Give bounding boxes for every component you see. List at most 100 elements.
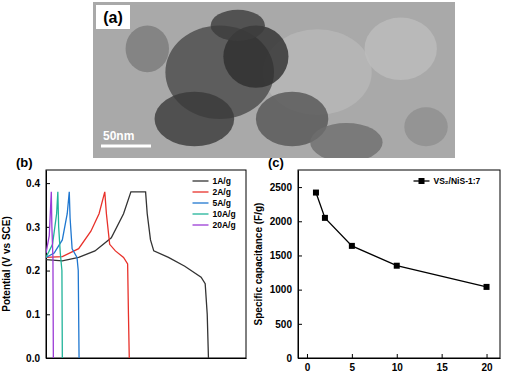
- tick-mark: [298, 290, 302, 291]
- plot-frame: [298, 170, 500, 358]
- tick-label: 0.1: [26, 309, 40, 320]
- legend-label: 20A/g: [213, 220, 236, 230]
- y-axis: 0.0 0.1 0.2 0.3 0.4: [26, 171, 50, 364]
- tick-label: 20: [481, 362, 493, 373]
- axis-line: [47, 358, 247, 359]
- x-axis: 0 5 10 15 20: [299, 354, 501, 373]
- panel: 0 500 1000 1500 2000 2500 0 5 10 15 20 Specific cap…: [253, 155, 501, 373]
- tick: 0.1: [26, 309, 50, 320]
- tick-label: 15: [437, 362, 449, 373]
- legend-swatch: [193, 224, 209, 225]
- legend: 1A/g2A/g5A/g10A/g20A/g: [193, 176, 236, 230]
- scale-bar-label: 50nm: [103, 129, 134, 143]
- series-line: [46, 192, 208, 358]
- legend-swatch: [193, 202, 209, 203]
- tick-label: 0.2: [26, 265, 40, 276]
- legend-label: VS₂/NiS-1:7: [434, 176, 481, 186]
- tick: 500: [275, 319, 302, 330]
- tick: 15: [437, 354, 449, 373]
- series-line: [316, 193, 487, 287]
- tick-label: 0: [286, 353, 292, 364]
- tick: 0.3: [26, 222, 50, 233]
- legend-marker: [419, 178, 425, 184]
- tick: 20: [481, 354, 493, 373]
- legend-label: 5A/g: [213, 198, 231, 208]
- data-point: [313, 190, 319, 196]
- y-axis-title: Potential (V vs SCE): [1, 216, 12, 312]
- image-texture: [211, 10, 265, 41]
- legend: VS₂/NiS-1:7: [414, 176, 481, 186]
- image-texture: [404, 107, 447, 146]
- legend-label: 10A/g: [213, 209, 236, 219]
- axis-line: [299, 358, 501, 359]
- tick-label: 0.0: [26, 353, 40, 364]
- plot-frame: [46, 170, 246, 358]
- plot-area: [46, 192, 208, 358]
- tick: 0: [305, 354, 311, 373]
- legend-label: 2A/g: [213, 187, 231, 197]
- tick: 2000: [270, 216, 302, 227]
- legend-swatch: [193, 213, 209, 214]
- data-point: [349, 243, 355, 249]
- tick-label: 0.4: [26, 178, 40, 189]
- y-axis: 0 500 1000 1500 2000 2500: [270, 171, 302, 364]
- tick-mark: [352, 354, 353, 358]
- tick: 0.2: [26, 265, 50, 276]
- tick: 2500: [270, 182, 302, 193]
- image-texture: [126, 25, 169, 72]
- tick-mark: [46, 314, 50, 315]
- data-point: [322, 215, 328, 221]
- tick-mark: [46, 183, 50, 184]
- panel: 0.0 0.1 0.2 0.3 0.4 Potential (V vs SCE) (b) 1A…: [1, 155, 247, 364]
- tick: 1500: [270, 250, 302, 261]
- tick: 5: [350, 354, 356, 373]
- data-point: [484, 284, 490, 290]
- series-line: [46, 192, 129, 358]
- legend-swatch: [193, 191, 209, 192]
- series-line: [46, 192, 53, 358]
- legend-label: 1A/g: [213, 176, 231, 186]
- tick: 0.4: [26, 178, 50, 189]
- tem-image: (a) 50nm: [93, 2, 455, 162]
- panel-label: (a): [103, 9, 123, 26]
- image-background: [93, 2, 455, 158]
- image-texture: [155, 92, 235, 147]
- y-axis-title: Specific capacitance (F/g): [253, 203, 264, 326]
- scale-bar: [101, 145, 151, 148]
- tick-mark: [442, 354, 443, 358]
- x-axis: [47, 358, 247, 359]
- series-line: [46, 192, 62, 358]
- tick-label: 0: [305, 362, 311, 373]
- tick-label: 1500: [270, 250, 293, 261]
- figure: (a) 50nm 0.0 0.1 0.2 0.3 0.4 Potential (V vs SC…: [0, 0, 506, 381]
- tick-label: 0.3: [26, 222, 40, 233]
- tick-mark: [46, 271, 50, 272]
- tick-label: 10: [392, 362, 404, 373]
- tick: 1000: [270, 284, 302, 295]
- tick-mark: [298, 324, 302, 325]
- tick-mark: [307, 354, 308, 358]
- tick-mark: [397, 354, 398, 358]
- plot-area: [313, 190, 490, 290]
- panel-label: (b): [16, 155, 33, 170]
- image-texture: [310, 123, 382, 158]
- tick-mark: [487, 354, 488, 358]
- series-line: [46, 192, 79, 358]
- data-point: [394, 263, 400, 269]
- axis-line: [46, 171, 47, 359]
- tick-label: 2000: [270, 216, 293, 227]
- tick-mark: [298, 255, 302, 256]
- tick-label: 2500: [270, 182, 293, 193]
- tick-label: 1000: [270, 284, 293, 295]
- tick-label: 500: [275, 319, 292, 330]
- tick-mark: [298, 221, 302, 222]
- tick: 0.0: [26, 353, 50, 364]
- panel-label: (c): [268, 155, 284, 170]
- tick: 10: [392, 354, 404, 373]
- image-texture: [365, 18, 437, 80]
- tick-mark: [298, 187, 302, 188]
- axis-line: [298, 171, 299, 359]
- panel-label-box: [96, 5, 130, 29]
- legend-swatch: [193, 180, 209, 181]
- tick-label: 5: [350, 362, 356, 373]
